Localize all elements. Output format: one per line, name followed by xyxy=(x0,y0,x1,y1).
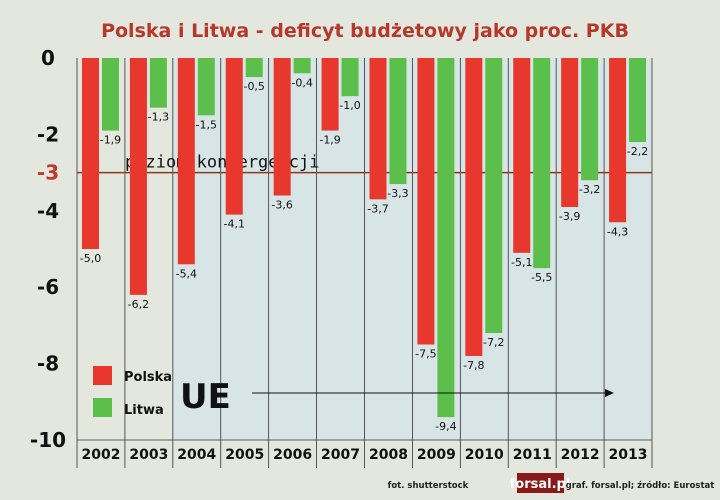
bar-litwa-2011 xyxy=(533,58,551,269)
category-dividers xyxy=(76,58,653,468)
y-tick-label: -8 xyxy=(37,352,59,376)
bar-litwa-2004 xyxy=(197,58,215,116)
data-label-polska-2007: -1,9 xyxy=(319,134,340,147)
bar-litwa-2007 xyxy=(341,58,359,97)
x-tick-label: 2005 xyxy=(225,447,264,463)
legend-label-polska: Polska xyxy=(124,370,172,385)
data-label-litwa-2013: -2,2 xyxy=(627,145,648,158)
x-axis: 2002 2003 2004 2005 2006 2007 2008 2009 2010 2011… xyxy=(81,447,647,463)
x-tick-label: 2007 xyxy=(321,447,360,463)
data-label-polska-2011: -5,1 xyxy=(511,256,532,269)
bar-polska-2007 xyxy=(321,58,339,131)
y-tick-label: -4 xyxy=(37,199,59,223)
data-label-polska-2013: -4,3 xyxy=(607,225,628,238)
reference-line-group: poziom konwergencji xyxy=(77,153,652,174)
ue-arrow-head xyxy=(605,389,614,397)
bar-polska-2004 xyxy=(177,58,195,265)
bar-polska-2003 xyxy=(129,58,147,295)
x-tick-label: 2006 xyxy=(273,447,312,463)
bar-litwa-2006 xyxy=(293,58,311,74)
data-label-litwa-2003: -1,3 xyxy=(148,111,169,124)
source-note: graf. forsal.pl; źródło: Eurostat xyxy=(566,480,715,491)
y-tick-label: -6 xyxy=(37,275,59,299)
y-tick-label: 0 xyxy=(41,46,55,70)
data-label-polska-2004: -5,4 xyxy=(176,267,197,280)
data-label-polska-2003: -6,2 xyxy=(128,298,149,311)
data-label-polska-2010: -7,8 xyxy=(463,359,484,372)
x-tick-label: 2010 xyxy=(465,447,504,463)
bar-polska-2008 xyxy=(369,58,387,200)
data-label-polska-2009: -7,5 xyxy=(415,348,436,361)
data-label-litwa-2007: -1,0 xyxy=(339,99,360,112)
bar-polska-2012 xyxy=(561,58,579,207)
bar-litwa-2013 xyxy=(629,58,647,143)
data-label-litwa-2010: -7,2 xyxy=(483,336,504,349)
data-label-litwa-2005: -0,5 xyxy=(243,80,264,93)
y-axis: 0 -2 -4 -6 -8 -10 -3 xyxy=(30,46,66,452)
bar-polska-2011 xyxy=(513,58,531,253)
bar-litwa-2012 xyxy=(581,58,599,181)
data-label-litwa-2004: -1,5 xyxy=(196,118,217,131)
bar-polska-2009 xyxy=(417,58,435,345)
photo-credit: fot. shutterstock xyxy=(388,481,469,491)
data-label-polska-2002: -5,0 xyxy=(80,252,101,265)
data-label-litwa-2006: -0,4 xyxy=(291,76,312,89)
x-tick-label: 2009 xyxy=(417,447,456,463)
bar-litwa-2002 xyxy=(101,58,119,131)
data-label-polska-2005: -4,1 xyxy=(224,218,245,231)
bar-polska-2006 xyxy=(273,58,291,196)
x-tick-label: 2011 xyxy=(513,447,552,463)
bar-litwa-2005 xyxy=(245,58,263,78)
data-label-litwa-2002: -1,9 xyxy=(100,134,121,147)
bar-litwa-2009 xyxy=(437,58,455,418)
y-tick-label: -10 xyxy=(30,428,66,452)
convergence-label: poziom konwergencji xyxy=(125,153,319,173)
legend-swatch-litwa xyxy=(93,398,112,417)
x-tick-label: 2008 xyxy=(369,447,408,463)
bar-litwa-2008 xyxy=(389,58,407,185)
data-label-polska-2012: -3,9 xyxy=(559,210,580,223)
bar-polska-2005 xyxy=(225,58,243,215)
bars xyxy=(82,58,647,418)
data-label-litwa-2009: -9,4 xyxy=(435,420,456,433)
bar-polska-2010 xyxy=(465,58,483,356)
legend-label-litwa: Litwa xyxy=(124,403,164,418)
footer: fot. shutterstock forsal.pl graf. forsal… xyxy=(388,473,715,493)
legend: Polska Litwa xyxy=(93,366,172,418)
bar-litwa-2003 xyxy=(149,58,167,108)
bar-polska-2013 xyxy=(609,58,627,223)
brand-logo-box xyxy=(517,473,564,493)
data-label-litwa-2011: -5,5 xyxy=(531,271,552,284)
x-tick-label: 2002 xyxy=(81,447,120,463)
ue-annotation: UE xyxy=(180,377,614,417)
bar-polska-2002 xyxy=(82,58,99,249)
x-tick-label: 2013 xyxy=(609,447,648,463)
chart-title: Polska i Litwa - deficyt budżetowy jako … xyxy=(101,20,629,42)
x-tick-label: 2004 xyxy=(177,447,216,463)
data-labels: -5,0 -6,2 -5,4 -4,1 -3,6 -1,9 -3,7 -7,5 -7,8 -5,1… xyxy=(80,76,649,433)
y-tick-label: -2 xyxy=(37,122,59,146)
data-label-polska-2008: -3,7 xyxy=(367,202,388,215)
y-tick-label-reference: -3 xyxy=(37,161,59,185)
x-tick-label: 2003 xyxy=(129,447,168,463)
data-label-polska-2006: -3,6 xyxy=(271,199,292,212)
legend-swatch-polska xyxy=(93,366,112,385)
x-tick-label: 2012 xyxy=(561,447,600,463)
bar-litwa-2010 xyxy=(485,58,503,334)
data-label-litwa-2012: -3,2 xyxy=(579,183,600,196)
ue-label: UE xyxy=(180,377,231,417)
brand-logo: forsal.pl xyxy=(510,477,571,492)
data-label-litwa-2008: -3,3 xyxy=(387,187,408,200)
